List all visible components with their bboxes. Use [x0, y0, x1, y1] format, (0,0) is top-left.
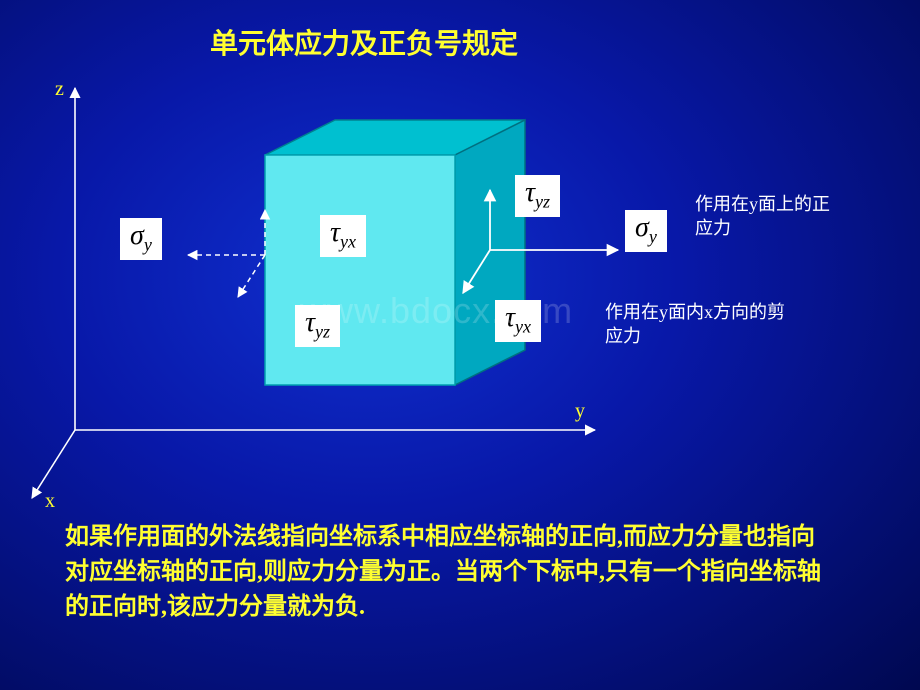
axis-label-y: y [575, 400, 585, 423]
page-title: 单元体应力及正负号规定 [210, 22, 518, 62]
sym: τ [330, 217, 340, 248]
sub: y [649, 227, 657, 247]
explanation-paragraph: 如果作用面的外法线指向坐标系中相应坐标轴的正向,而应力分量也指向对应坐标轴的正向… [65, 520, 835, 624]
sub: yz [535, 192, 550, 212]
sub: y [144, 235, 152, 255]
watermark: www.bdocx.com [300, 290, 573, 332]
arrow-tau-yz-front [238, 255, 265, 297]
sym: τ [525, 177, 535, 208]
note-tau: 作用在y面内x方向的剪应力 [605, 300, 795, 349]
label-sigma-y-left: σy [120, 218, 162, 260]
note-sigma: 作用在y面上的正应力 [695, 192, 845, 241]
label-tau-yx-front: τyx [320, 215, 366, 257]
sub: yx [340, 232, 356, 252]
cube-side [455, 120, 525, 385]
axis-label-z: z [55, 78, 64, 101]
axis-x [32, 430, 75, 498]
label-tau-yz-side: τyz [515, 175, 560, 217]
sym: σ [130, 220, 144, 251]
cube-front [265, 155, 455, 385]
sym: σ [635, 212, 649, 243]
axis-label-x: x [45, 490, 55, 513]
label-sigma-y-right: σy [625, 210, 667, 252]
